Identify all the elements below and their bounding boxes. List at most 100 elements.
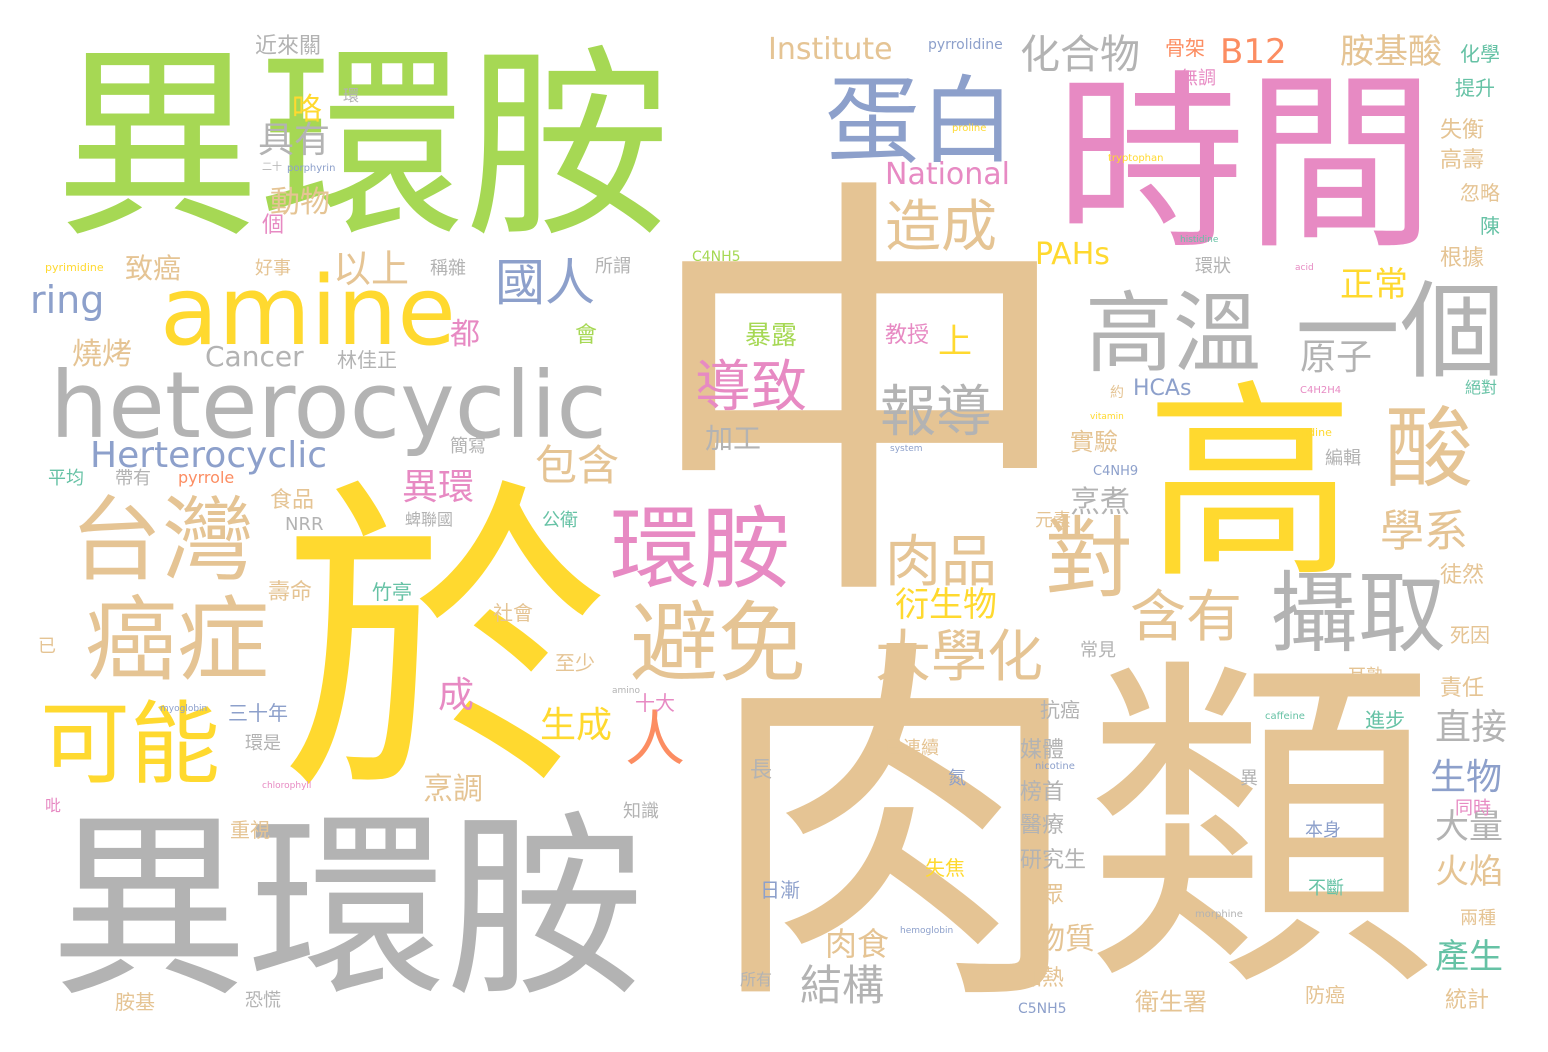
word-yihuan: 異環 xyxy=(402,467,475,508)
word-cheng: 成 xyxy=(438,675,475,716)
word-yishang: 以上 xyxy=(333,247,410,291)
word-danbai: 蛋白 xyxy=(825,67,1016,177)
word-heterocyclic: heterocyclic xyxy=(50,352,607,459)
word-zhijie: 直接 xyxy=(1435,707,1508,748)
word-fangai: 防癌 xyxy=(1305,983,1345,1007)
word-dongwu: 動物 xyxy=(270,185,330,220)
word-yige: 一個 xyxy=(1295,271,1506,393)
word-C4NH9: C4NH9 xyxy=(1093,464,1139,479)
word-system: system xyxy=(890,444,923,454)
word-amino: amino xyxy=(612,686,640,696)
word-suan: 酸 xyxy=(1385,397,1474,500)
word-jiegou: 結構 xyxy=(800,961,885,1010)
word-C4H2H4: C4H2H4 xyxy=(1300,385,1342,396)
word-bianji: 編輯 xyxy=(1325,448,1361,469)
word-aizheng: 癌症 xyxy=(85,587,270,694)
word-shouming: 壽命 xyxy=(268,580,313,605)
word-yihuanan-bottom: 異環胺 xyxy=(50,793,644,1024)
word-benshen: 本身 xyxy=(1305,820,1341,841)
word-myoglobin: myoglobin xyxy=(160,704,208,714)
word-chansheng: 產生 xyxy=(1435,937,1503,977)
word-weishengshu: 衛生署 xyxy=(1135,988,1207,1016)
word-hulue: 忽略 xyxy=(1460,181,1500,205)
word-lei: 類 xyxy=(1085,626,1435,1034)
word-tisheng: 提升 xyxy=(1455,76,1495,100)
word-huanzhuang: 環狀 xyxy=(1195,256,1231,277)
word-hui: 會 xyxy=(575,323,598,348)
word-haoshi: 好事 xyxy=(255,258,291,279)
word-minzhong: 民眾 xyxy=(1020,883,1065,908)
word-shiheng: 失衡 xyxy=(1440,118,1485,143)
word-huanshi: 環是 xyxy=(245,733,281,754)
word-shengcheng: 生成 xyxy=(540,705,613,746)
word-shijiao: 失焦 xyxy=(925,856,965,880)
word-shipin: 食品 xyxy=(270,488,315,513)
word-juyou: 具有 xyxy=(258,120,331,161)
word-National: National xyxy=(885,157,1011,192)
word-dou: 都 xyxy=(450,317,480,352)
word-rou: 肉 xyxy=(705,608,1085,1051)
word-turan: 徒然 xyxy=(1440,563,1485,588)
word-zhuting: 竹亭 xyxy=(372,580,412,604)
word-wuzhi: 物質 xyxy=(1035,922,1095,957)
word-daliang: 大量 xyxy=(1435,807,1503,847)
word-yanshengwu: 衍生物 xyxy=(895,585,997,625)
word-huoyan: 火焰 xyxy=(1435,852,1503,892)
word-yuanzi: 原子 xyxy=(1300,337,1373,378)
word-luo: 咯 xyxy=(292,92,322,127)
word-genju: 根據 xyxy=(1440,246,1485,271)
word-zaocheng: 造成 xyxy=(885,195,997,260)
word-B12: B12 xyxy=(1220,32,1287,72)
word-meiti: 媒體 xyxy=(1020,738,1065,763)
word-baodao: 報導 xyxy=(880,380,992,445)
word-zhishi: 知識 xyxy=(623,801,659,822)
word-ershi: 二十 xyxy=(262,162,282,173)
word-roushi: 肉食 xyxy=(825,925,890,963)
word-porphyrin: porphyrin xyxy=(287,163,336,174)
word-bimian: 避免 xyxy=(630,592,807,695)
word-daxuehua: 大學化 xyxy=(875,625,1043,690)
word-jianxie: 簡寫 xyxy=(450,436,486,457)
word-sanshinian: 三十年 xyxy=(228,701,288,725)
word-huaxue: 化學 xyxy=(1460,42,1500,66)
word-siyin: 死因 xyxy=(1450,623,1490,647)
word-huan-s: 環 xyxy=(343,86,360,105)
word-wutiao: 無調 xyxy=(1180,68,1216,89)
word-jiaoshou: 教授 xyxy=(885,323,930,348)
word-pengzhu: 烹煮 xyxy=(1070,485,1130,520)
word-chen: 陳 xyxy=(1480,214,1500,238)
word-morphine: morphine xyxy=(1195,909,1243,920)
word-pyridine: pyridine xyxy=(1287,426,1332,439)
word-shaokao: 燒烤 xyxy=(72,337,132,372)
word-yiliao: 醫療 xyxy=(1020,813,1065,838)
word-bilian: 蜱聯國 xyxy=(405,510,454,529)
word-ring: ring xyxy=(30,278,105,322)
word-Cancer: Cancer xyxy=(205,340,304,373)
word-roupin: 肉品 xyxy=(885,530,997,595)
word-yu: 於 xyxy=(280,453,610,837)
word-caffeine: caffeine xyxy=(1265,711,1305,722)
word-tongji: 統計 xyxy=(1445,988,1490,1013)
word-chengza: 稱雜 xyxy=(430,258,466,279)
word-baolu: 暴露 xyxy=(745,321,798,351)
word-guoren: 國人 xyxy=(495,254,595,312)
word-pyrrolidine: pyrrolidine xyxy=(928,37,1003,53)
word-Institute: Institute xyxy=(768,32,893,67)
word-yi-small: 異 xyxy=(1240,768,1258,789)
word-NRR: NRR xyxy=(285,514,324,535)
word-baohan: 包含 xyxy=(535,441,620,490)
word-changlian: 已連續 xyxy=(885,738,939,759)
word-shang: 上 xyxy=(938,322,972,362)
word-chlorophyll: chlorophyll xyxy=(262,781,312,791)
word-gaowen: 高溫 xyxy=(1085,282,1262,385)
word-anjisuan: 胺基酸 xyxy=(1340,32,1442,72)
word-pyrrole: pyrrole xyxy=(178,468,235,487)
word-xuexi: 學系 xyxy=(1380,506,1468,557)
word-nicotine: nicotine xyxy=(1035,761,1075,772)
word-shengwu: 生物 xyxy=(1430,757,1503,798)
word-PAHs: PAHs xyxy=(1035,237,1110,272)
word-zhong: 中 xyxy=(640,144,1080,656)
word-shida: 十大 xyxy=(635,691,675,715)
word-ren: 人 xyxy=(625,705,685,775)
word-zhongshi: 重視 xyxy=(230,818,270,842)
